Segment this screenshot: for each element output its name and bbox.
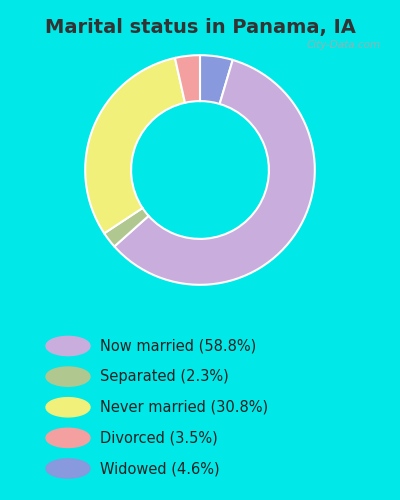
Circle shape xyxy=(46,428,90,448)
Circle shape xyxy=(46,367,90,386)
Wedge shape xyxy=(175,55,200,103)
Wedge shape xyxy=(114,60,315,285)
Text: Separated (2.3%): Separated (2.3%) xyxy=(100,369,229,384)
Wedge shape xyxy=(104,208,149,246)
Circle shape xyxy=(46,336,90,355)
Text: Now married (58.8%): Now married (58.8%) xyxy=(100,338,256,353)
Circle shape xyxy=(46,398,90,417)
Circle shape xyxy=(46,459,90,478)
Text: City-Data.com: City-Data.com xyxy=(306,40,380,50)
Text: Never married (30.8%): Never married (30.8%) xyxy=(100,400,268,415)
Text: Divorced (3.5%): Divorced (3.5%) xyxy=(100,430,218,446)
Wedge shape xyxy=(85,58,185,234)
Text: Widowed (4.6%): Widowed (4.6%) xyxy=(100,461,220,476)
Text: Marital status in Panama, IA: Marital status in Panama, IA xyxy=(44,18,356,36)
Wedge shape xyxy=(200,55,233,104)
